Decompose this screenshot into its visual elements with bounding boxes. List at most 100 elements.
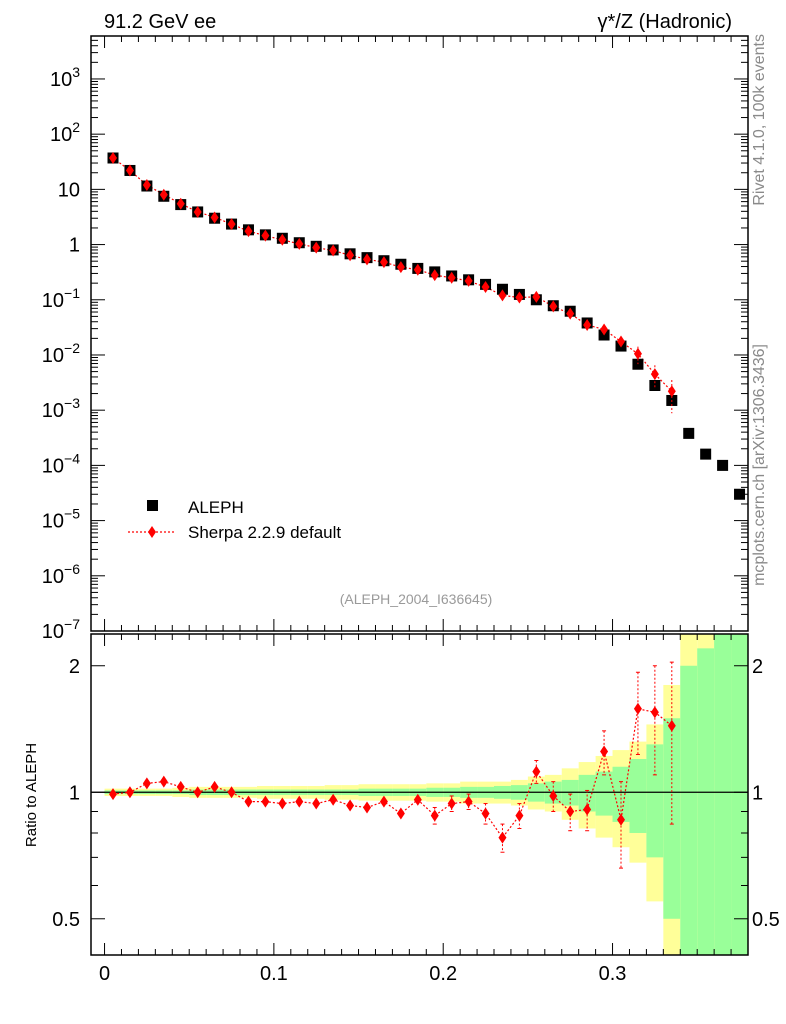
main-panel-frame <box>90 35 749 632</box>
sherpa-point <box>193 205 202 218</box>
aleph-point <box>496 283 508 295</box>
sherpa-point <box>312 241 321 254</box>
sherpa-point <box>109 151 118 164</box>
sherpa-point <box>515 291 524 304</box>
sherpa-ratio-point <box>430 809 439 822</box>
sherpa-ratio-point <box>481 807 490 820</box>
sherpa-ratio-point <box>396 807 405 820</box>
aleph-point <box>717 459 729 471</box>
legend-data-marker <box>147 500 158 511</box>
main-y-tick-label: 10−5 <box>42 506 80 533</box>
ratio-band-inner <box>731 634 748 955</box>
sherpa-point <box>346 249 355 262</box>
sherpa-point <box>142 178 151 191</box>
main-panel-data <box>107 151 746 500</box>
sherpa-ratio-point <box>515 809 524 822</box>
sherpa-point <box>413 263 422 276</box>
sherpa-ratio-point <box>413 793 422 806</box>
sherpa-point <box>125 164 134 177</box>
energy-label: 91.2 GeV ee <box>104 11 216 33</box>
sherpa-point <box>633 347 642 360</box>
sherpa-point <box>363 253 372 266</box>
sherpa-point <box>227 218 236 231</box>
sherpa-point <box>532 290 541 303</box>
sherpa-point <box>667 385 676 398</box>
sherpa-ratio-point <box>142 777 151 790</box>
main-y-tick-label: 10−7 <box>42 616 80 643</box>
ratio-y-tick-label-right: 2 <box>752 656 763 678</box>
sherpa-point <box>617 335 626 348</box>
sherpa-ratio-point <box>363 801 372 814</box>
ratio-y-tick-label-right: 0.5 <box>752 909 780 931</box>
sherpa-ratio-point <box>244 795 253 808</box>
sherpa-ratio-point <box>346 799 355 812</box>
ratio-y-tick-label: 1 <box>69 782 80 804</box>
sherpa-ratio-point <box>278 797 287 810</box>
ratio-y-tick-label: 2 <box>69 656 80 678</box>
ratio-panel-frame <box>90 633 749 956</box>
sherpa-ratio-point <box>176 780 185 793</box>
legend-data-label: ALEPH <box>188 498 244 517</box>
x-tick-label: 0.1 <box>260 963 288 985</box>
main-y-tick-label: 103 <box>50 64 80 91</box>
sherpa-point <box>583 318 592 331</box>
sherpa-point <box>379 256 388 269</box>
sherpa-ratio-point <box>617 813 626 826</box>
x-tick-label: 0.3 <box>599 963 627 985</box>
legend-mc-marker <box>148 526 156 538</box>
sherpa-ratio-point <box>633 702 642 715</box>
sherpa-point <box>244 225 253 238</box>
ratio-band-inner <box>680 665 698 955</box>
main-y-tick-label: 10−6 <box>42 561 80 588</box>
sherpa-ratio-point <box>227 786 236 799</box>
sherpa-point <box>464 274 473 287</box>
sherpa-ratio-point <box>159 775 168 788</box>
main-y-tick-label: 102 <box>50 119 80 146</box>
main-y-tick-label: 10−1 <box>42 285 80 312</box>
sherpa-ratio-point <box>193 786 202 799</box>
main-y-tick-label: 10−3 <box>42 395 80 422</box>
x-tick-label: 0.2 <box>429 963 457 985</box>
mcplots-label: mcplots.cern.ch [arXiv:1306.3436] <box>751 344 768 586</box>
sherpa-point <box>566 307 575 320</box>
ratio-y-axis-label: Ratio to ALEPH <box>23 743 40 847</box>
x-tick-label: 0 <box>99 963 110 985</box>
sherpa-point <box>650 368 659 381</box>
sherpa-point <box>481 281 490 294</box>
sherpa-point <box>600 323 609 336</box>
sherpa-point <box>176 197 185 210</box>
aleph-point <box>683 427 695 439</box>
sherpa-ratio-point <box>295 795 304 808</box>
rivet-version-label: Rivet 4.1.0, 100k events <box>751 34 768 206</box>
ratio-band-inner <box>714 634 732 955</box>
sherpa-ratio-point <box>210 780 219 793</box>
sherpa-ratio-point <box>109 788 118 801</box>
sherpa-point <box>549 300 558 313</box>
ratio-panel-axes: 0 0.1 0.2 0.3 0.5 0.5 1 1 2 2 <box>52 633 780 985</box>
ratio-band-inner <box>629 758 647 833</box>
ratio-y-tick-label-right: 1 <box>752 782 763 804</box>
legend-mc-label: Sherpa 2.2.9 default <box>188 523 341 542</box>
ratio-uncertainty-bands <box>104 634 748 955</box>
sherpa-point <box>447 271 456 284</box>
ratio-band-inner <box>578 774 596 812</box>
sherpa-ratio-point <box>464 795 473 808</box>
aleph-point <box>632 358 644 370</box>
sherpa-point <box>498 289 507 302</box>
sherpa-point <box>261 229 270 242</box>
sherpa-ratio-point <box>532 765 541 778</box>
sherpa-ratio-point <box>379 795 388 808</box>
sherpa-point <box>396 261 405 274</box>
sherpa-ratio-point <box>667 719 676 732</box>
sherpa-ratio-point <box>329 793 338 806</box>
aleph-point <box>700 448 712 460</box>
ratio-band-inner <box>595 771 613 816</box>
sherpa-ratio-point <box>600 745 609 758</box>
sherpa-point <box>210 211 219 224</box>
sherpa-main-line <box>112 157 673 392</box>
sherpa-ratio-point <box>583 803 592 816</box>
ratio-y-tick-label: 0.5 <box>52 909 80 931</box>
aleph-point <box>734 488 746 500</box>
